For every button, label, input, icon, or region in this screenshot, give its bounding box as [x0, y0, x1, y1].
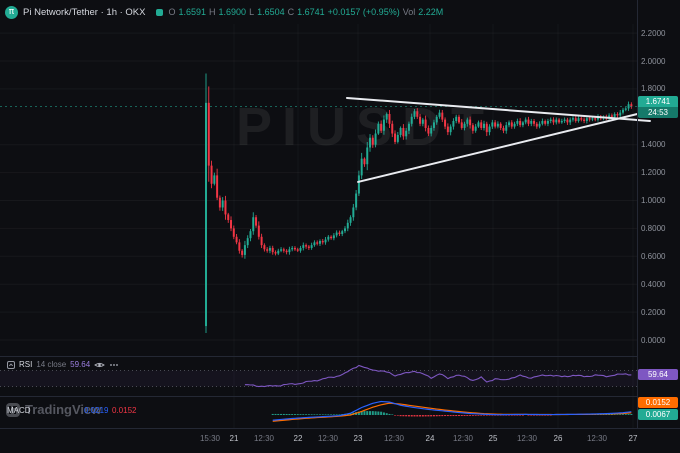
time-axis[interactable]: 15:30 21 12:30 22 12:30 23 12:30 24 12:30 25 12:30…	[0, 428, 680, 453]
bar-countdown: 24:53	[638, 107, 678, 119]
time-axis-label: 12:30	[383, 434, 405, 443]
market-status-icon[interactable]	[156, 8, 164, 16]
close-value: 1.6741	[297, 7, 325, 17]
time-axis-label: 26	[553, 434, 563, 443]
pi-network-logo-icon: π	[5, 5, 18, 19]
price-axis-label: 2.0000	[641, 56, 666, 66]
price-axis-label: 1.2000	[641, 168, 666, 178]
price-axis-label: 0.4000	[641, 279, 666, 289]
macd-line-value: 0.0219	[84, 406, 109, 415]
macd-signal-value: 0.0152	[112, 406, 137, 415]
time-axis-label: 22	[293, 434, 303, 443]
separator-time-axis	[0, 428, 680, 429]
volume-label: Vol	[402, 7, 416, 17]
macd-line	[272, 400, 632, 421]
price-axis-label: 1.4000	[641, 140, 666, 150]
trendline-support[interactable]	[357, 109, 651, 183]
price-axis-label: 0.6000	[641, 251, 666, 261]
rsi-line	[244, 364, 632, 388]
change-value: +0.0157 (+0.95%)	[327, 7, 400, 17]
separator-main-rsi[interactable]	[0, 356, 637, 357]
macd-signal-badge: 0.0152	[638, 397, 678, 408]
pane-collapse-icon[interactable]	[7, 360, 15, 369]
more-options-icon[interactable]	[109, 361, 119, 369]
trendline-resistance[interactable]	[345, 96, 651, 122]
price-axis[interactable]: 1.6741 24:53 59.64 0.0152 0.0067 2.2000 2…	[637, 0, 680, 428]
rsi-title[interactable]: RSI	[19, 360, 33, 369]
high-value: 1.6900	[218, 7, 247, 17]
time-axis-label: 12:30	[253, 434, 275, 443]
close-label: C	[287, 7, 295, 17]
price-axis-label: 1.8000	[641, 84, 666, 94]
grid-lines	[0, 32, 637, 341]
volume-value: 2.22M	[418, 7, 444, 17]
macd-histogram-badge: 0.0067	[638, 409, 678, 420]
high-label: H	[209, 7, 216, 17]
time-axis-label: 12:30	[317, 434, 339, 443]
macd-histogram	[271, 411, 633, 417]
time-axis-label: 12:30	[586, 434, 608, 443]
time-axis-label: 12:30	[516, 434, 538, 443]
separator-rsi-macd[interactable]	[0, 396, 637, 397]
rsi-band	[0, 370, 637, 387]
low-label: L	[249, 7, 255, 17]
separator-price-axis	[637, 0, 638, 428]
price-axis-label: 0.8000	[641, 223, 666, 233]
time-axis-label: 21	[229, 434, 239, 443]
current-price-value: 1.6741	[638, 96, 678, 108]
tradingview-attribution[interactable]: TradingView	[6, 402, 101, 417]
low-value: 1.6504	[257, 7, 285, 17]
rsi-legend: RSI 14 close 59.64	[7, 360, 119, 369]
price-axis-label: 0.2000	[641, 307, 666, 317]
eye-icon[interactable]	[94, 361, 106, 369]
time-axis-label: 23	[353, 434, 363, 443]
rsi-value: 59.64	[70, 360, 91, 369]
tradingview-label: TradingView	[25, 402, 102, 417]
price-axis-label: 2.2000	[641, 28, 666, 38]
symbol-title[interactable]: Pi Network/Tether · 1h · OKX	[23, 6, 146, 18]
candles	[205, 73, 633, 334]
symbol-watermark: PIUSDT	[236, 97, 495, 157]
price-axis-label: 0.0000	[641, 335, 666, 345]
tradingview-logo-icon	[6, 402, 20, 417]
time-axis-label: 15:30	[199, 434, 221, 443]
time-axis-label: 25	[488, 434, 498, 443]
rsi-value-badge: 59.64	[638, 369, 678, 380]
chart-legend: π Pi Network/Tether · 1h · OKX O 1.6591 …	[5, 4, 443, 20]
macd-title[interactable]: MACD	[7, 406, 31, 415]
ohlc-values: O 1.6591 H 1.6900 L 1.6504 C 1.6741 +0.0…	[168, 7, 443, 17]
price-axis-label: 1.0000	[641, 196, 666, 205]
current-price-badge: 1.6741 24:53	[638, 96, 678, 119]
time-axis-label: 24	[425, 434, 435, 443]
open-value: 1.6591	[178, 7, 207, 17]
time-axis-label: 27	[628, 434, 638, 443]
open-label: O	[168, 7, 176, 17]
rsi-params: 14 close	[36, 360, 67, 369]
time-axis-label: 12:30	[452, 434, 474, 443]
